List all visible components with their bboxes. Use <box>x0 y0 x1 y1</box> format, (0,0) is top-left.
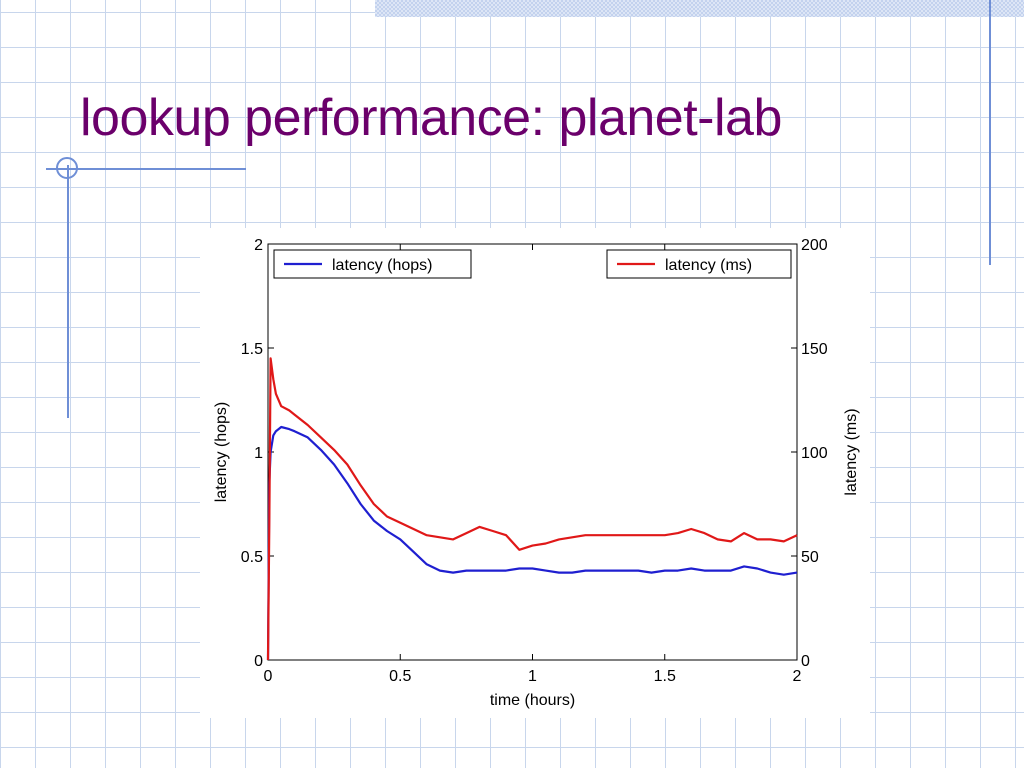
y-right-tick-label: 50 <box>801 549 819 566</box>
y-right-tick-label: 150 <box>801 341 828 358</box>
y-left-tick-label: 0.5 <box>241 549 263 566</box>
decorative-horizontal-line <box>46 168 246 170</box>
x-tick-label: 1 <box>528 668 537 685</box>
y-left-tick-label: 1.5 <box>241 341 263 358</box>
series-line-ms <box>266 357 798 661</box>
y-left-tick-label: 1 <box>254 445 263 462</box>
top-pattern-band <box>375 0 1024 17</box>
x-tick-label: 0.5 <box>389 668 411 685</box>
y-left-axis-label: latency (hops) <box>213 402 230 503</box>
plot-frame <box>267 243 798 661</box>
x-tick-label: 2 <box>793 668 802 685</box>
x-tick-label: 1.5 <box>654 668 676 685</box>
y-right-tick-label: 0 <box>801 653 810 670</box>
decorative-vertical-line-left <box>67 165 69 418</box>
y-left-tick-label: 0 <box>254 653 263 670</box>
legend-label: latency (hops) <box>332 257 433 274</box>
y-right-tick-label: 200 <box>801 237 828 254</box>
y-right-axis-label: latency (ms) <box>843 408 860 495</box>
slide-title: lookup performance: planet-lab <box>80 89 782 147</box>
y-right-tick-label: 100 <box>801 445 828 462</box>
x-tick-label: 0 <box>264 668 273 685</box>
legend-label: latency (ms) <box>665 257 752 274</box>
decorative-ring <box>56 157 78 179</box>
chart-panel: 0 0.5 1 1.5 2 0 0.5 1 1.5 2 0 50 100 150 200 time (hour… <box>200 228 870 718</box>
series-line-hops <box>266 425 798 661</box>
decorative-vertical-line-right <box>989 0 991 265</box>
y-left-tick-label: 2 <box>254 237 263 254</box>
x-axis-label: time (hours) <box>490 692 575 709</box>
